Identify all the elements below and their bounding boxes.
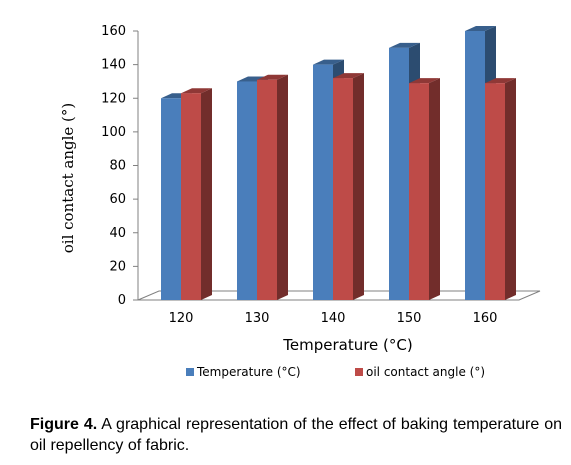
legend-label: oil contact angle (°)	[366, 365, 485, 379]
x-axis-title: Temperature (°C)	[282, 336, 412, 354]
y-tick-label: 20	[109, 259, 126, 274]
y-axis: 0 20 40 60 80 100 120 140 160	[101, 24, 139, 308]
bar-contact-angle-160	[485, 78, 516, 301]
legend-swatch	[186, 368, 194, 376]
caption-text: A graphical representation of the effect…	[30, 416, 562, 454]
bar-contact-angle-140	[333, 73, 364, 300]
chart-area: 0 20 40 60 80 100 120 140 160 120 130 140 150 160 oi…	[59, 24, 541, 379]
bar-contact-angle-130	[257, 74, 288, 300]
figure-caption: Figure 4. A graphical representation of …	[30, 414, 562, 456]
figure-label: Figure 4.	[30, 416, 98, 433]
x-tick-label: 120	[169, 311, 194, 326]
y-tick-label: 80	[109, 159, 126, 174]
legend-item: Temperature (°C)	[186, 365, 301, 379]
y-tick-label: 60	[109, 192, 126, 207]
y-tick-label: 0	[118, 293, 126, 308]
legend-item: oil contact angle (°)	[355, 365, 485, 379]
x-tick-label: 130	[245, 311, 270, 326]
legend: Temperature (°C) oil contact angle (°)	[186, 365, 485, 379]
y-tick-label: 100	[101, 125, 126, 140]
x-axis: 120 130 140 150 160	[169, 311, 498, 326]
legend-swatch	[355, 368, 363, 376]
x-tick-label: 160	[473, 311, 498, 326]
bar-contact-angle-150	[409, 78, 440, 301]
legend-label: Temperature (°C)	[196, 365, 301, 379]
y-tick-label: 160	[101, 24, 126, 39]
y-tick-label: 120	[101, 91, 126, 106]
bars	[161, 26, 516, 301]
x-tick-label: 150	[397, 311, 422, 326]
bar-contact-angle-120	[181, 88, 212, 300]
y-axis-title: oil contact angle (°)	[59, 103, 77, 254]
y-tick-label: 140	[101, 58, 126, 73]
y-tick-label: 40	[109, 226, 126, 241]
x-tick-label: 140	[321, 311, 346, 326]
